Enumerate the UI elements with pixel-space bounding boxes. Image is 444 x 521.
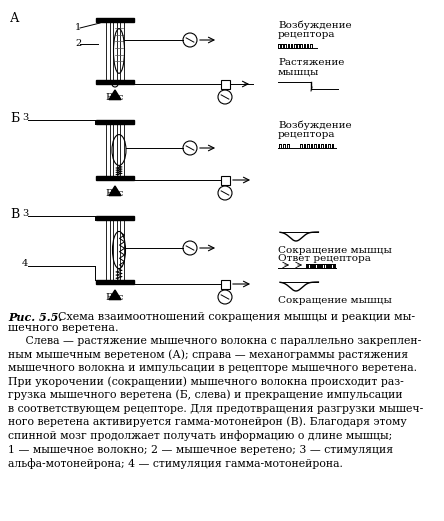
Text: шечного веретена.: шечного веретена.	[8, 323, 119, 333]
Text: Рис. 5.5.: Рис. 5.5.	[8, 312, 62, 323]
Text: Вес: Вес	[106, 293, 124, 302]
Text: Слева — растяжение мышечного волокна с параллельно закреплен-
ным мышечным верет: Слева — растяжение мышечного волокна с п…	[8, 336, 423, 468]
Bar	[96, 80, 134, 84]
Text: Ответ рецептора: Ответ рецептора	[278, 254, 371, 263]
Bar	[221, 176, 230, 184]
Text: Вес: Вес	[106, 189, 124, 198]
Bar	[96, 18, 134, 22]
Text: 2: 2	[75, 39, 81, 47]
Text: 3: 3	[22, 113, 28, 121]
Text: Схема взаимоотношений сокращения мышцы и реакции мы-: Схема взаимоотношений сокращения мышцы и…	[58, 312, 415, 322]
Bar	[96, 280, 134, 284]
Text: Вес: Вес	[106, 93, 124, 102]
Text: рецептора: рецептора	[278, 30, 336, 39]
Bar	[221, 80, 230, 89]
Polygon shape	[109, 90, 121, 100]
Text: Возбуждение: Возбуждение	[278, 20, 352, 30]
Bar	[96, 120, 134, 124]
Text: 3: 3	[22, 208, 28, 217]
Text: 4: 4	[22, 259, 28, 268]
Text: Б: Б	[10, 112, 19, 125]
Polygon shape	[109, 290, 121, 300]
Text: рецептора: рецептора	[278, 130, 336, 139]
Bar	[96, 176, 134, 180]
Text: Сокращение мышцы: Сокращение мышцы	[278, 296, 392, 305]
Text: В: В	[10, 208, 19, 221]
Polygon shape	[109, 186, 121, 195]
Text: Сокращение мышцы: Сокращение мышцы	[278, 246, 392, 255]
Text: мышцы: мышцы	[278, 68, 319, 77]
Text: Растяжение: Растяжение	[278, 58, 345, 67]
Text: Возбуждение: Возбуждение	[278, 120, 352, 130]
Text: 1: 1	[75, 22, 81, 31]
Bar	[221, 279, 230, 289]
Bar	[96, 216, 134, 220]
Text: А: А	[10, 12, 20, 25]
